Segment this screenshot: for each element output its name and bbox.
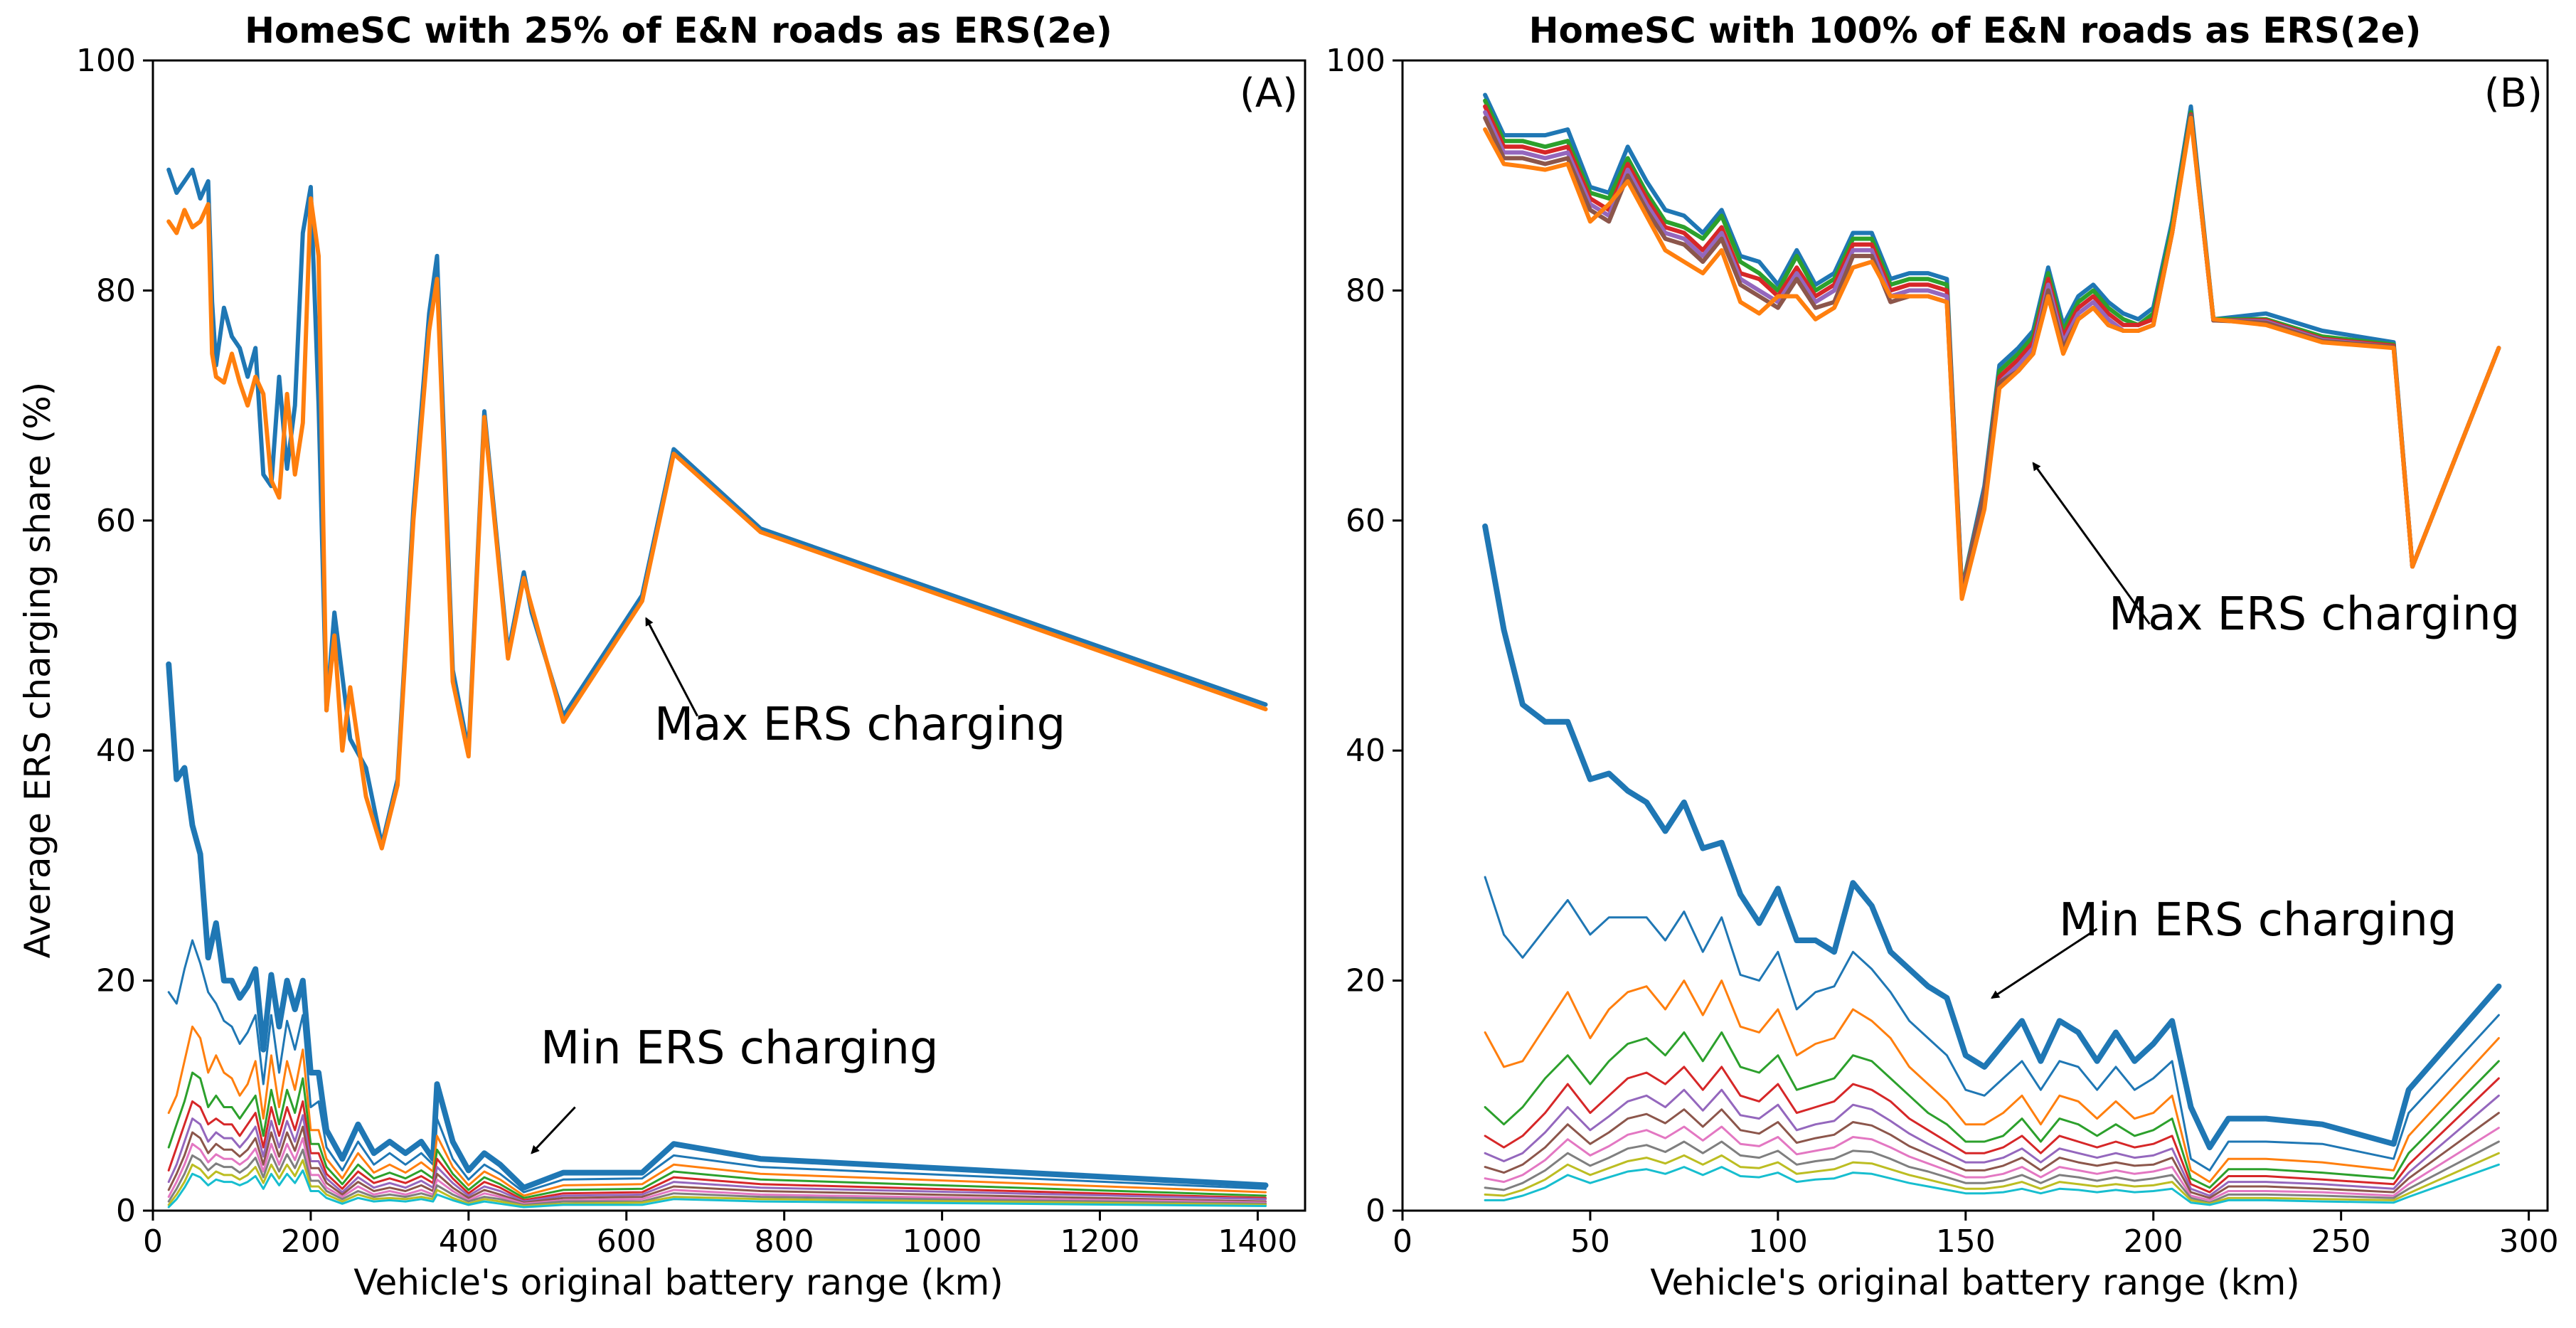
panel-b-x-tick-label: 100	[1748, 1223, 1808, 1260]
panel-a-min-series-min-6	[167, 1114, 1267, 1203]
panel-b-min-series-min-4	[1484, 1031, 2500, 1189]
panel-a-ylabel: Average ERS charging share (%)	[17, 382, 58, 959]
panel-b-y-tick-label: 20	[1346, 963, 1385, 999]
panel-b-annotation-arrow-max	[2032, 462, 2151, 625]
panel-b-max-series-max-4	[1483, 110, 2501, 595]
panel-a-y-tick-label: 20	[96, 963, 136, 999]
panel-a-min-series-min-3	[167, 1025, 1267, 1197]
panel-a-annotation-arrow-min	[531, 1106, 576, 1154]
panel-b-x-tick-label: 250	[2311, 1223, 2371, 1260]
panel-b-min-series-min-9	[1484, 1140, 2500, 1204]
panel-b-label: (B)	[2484, 70, 2543, 117]
panel-b-annotation-arrow-min	[1991, 928, 2098, 999]
panel-a-xlabel: Vehicle's original battery range (km)	[353, 1262, 1004, 1303]
panel-a-max-series-max-lower	[166, 196, 1268, 851]
panel-b-y-tick-label: 40	[1346, 733, 1385, 769]
panel-a-min-series-min-2	[167, 939, 1267, 1194]
panel-a-y-tick-label: 100	[76, 43, 136, 79]
panel-a-min-series-min-9	[167, 1148, 1267, 1206]
panel-a-y-tick-label: 40	[96, 733, 136, 769]
panel-a-min-series-min-thick	[166, 661, 1269, 1191]
panel-a-y-tick-label: 0	[116, 1193, 136, 1229]
panel-b-y-tick-label: 0	[1366, 1193, 1385, 1229]
panel-a-min-series-min-11	[167, 1169, 1267, 1209]
panel-b-title: HomeSC with 100% of E&N roads as ERS(2e)	[1529, 10, 2422, 51]
panel-a-min-series-min-8	[167, 1137, 1267, 1205]
panel-b-min-series-min-10	[1484, 1152, 2500, 1205]
panel-b-min-series-min-3	[1484, 979, 2500, 1184]
panel-b-y-tick-label: 100	[1326, 43, 1385, 79]
panel-a-min-series-min-10	[167, 1159, 1267, 1207]
panel-a-x-tick-label: 200	[281, 1223, 341, 1260]
panel-a-x-tick-label: 1400	[1218, 1223, 1297, 1260]
panel-b-x-tick-label: 150	[1936, 1223, 1996, 1260]
panel-a-y-tick-label: 80	[96, 272, 136, 309]
panel-b-xlabel: Vehicle's original battery range (km)	[1650, 1262, 2300, 1303]
panel-a-x-tick-label: 800	[755, 1223, 814, 1260]
panel-b-min-series-min-7	[1484, 1108, 2500, 1199]
panel-b-x-tick-label: 50	[1570, 1223, 1610, 1260]
panel-a-max-annotation: Max ERS charging	[654, 698, 1065, 751]
panel-b-x-tick-label: 300	[2499, 1223, 2559, 1260]
panel-a-title: HomeSC with 25% of E&N roads as ERS(2e)	[245, 10, 1112, 51]
panel-b-min-series-min-11	[1484, 1163, 2500, 1206]
panel-b-min-series-min-8	[1484, 1125, 2500, 1201]
panel-a: HomeSC with 25% of E&N roads as ERS(2e) …	[17, 10, 1306, 1303]
panel-a-min-annotation: Min ERS charging	[541, 1022, 939, 1075]
panel-a-x-tick-label: 400	[439, 1223, 499, 1260]
panel-b-y-tick-label: 60	[1346, 503, 1385, 539]
panel-a-annotation-arrow-max	[645, 617, 698, 717]
panel-a-x-tick-label: 1200	[1060, 1223, 1140, 1260]
panel-b-x-tick-label: 200	[2124, 1223, 2183, 1260]
panel-b-x-tick-label: 0	[1393, 1223, 1412, 1260]
panel-b-min-annotation: Min ERS charging	[2059, 894, 2457, 947]
panel-b-min-series-min-2	[1484, 876, 2500, 1172]
panel-a-min-series-min-5	[167, 1100, 1267, 1201]
panel-a-x-tick-label: 0	[143, 1223, 163, 1260]
panel-b-min-series-min-thick	[1482, 523, 2502, 1151]
panel-b-max-series-max-3	[1483, 104, 2501, 595]
panel-a-min-series-min-4	[167, 1071, 1267, 1199]
panel-b-min-series-min-5	[1484, 1066, 2500, 1194]
panel-a-label: (A)	[1240, 70, 1298, 117]
panel-a-x-tick-label: 600	[597, 1223, 656, 1260]
panel-b-max-annotation: Max ERS charging	[2109, 588, 2520, 641]
panel-a-y-tick-label: 60	[96, 503, 136, 539]
panel-b-max-series-max-lower	[1483, 115, 2501, 601]
panel-a-x-tick-label: 1000	[903, 1223, 982, 1260]
panel-b-plot-frame	[1401, 59, 2549, 1212]
panel-b: HomeSC with 100% of E&N roads as ERS(2e)…	[1326, 10, 2559, 1303]
panel-b-y-tick-label: 80	[1346, 272, 1385, 309]
panel-a-min-series-min-7	[167, 1125, 1267, 1204]
panel-a-plot-frame	[151, 59, 1306, 1212]
panel-b-min-series-min-6	[1484, 1088, 2500, 1197]
